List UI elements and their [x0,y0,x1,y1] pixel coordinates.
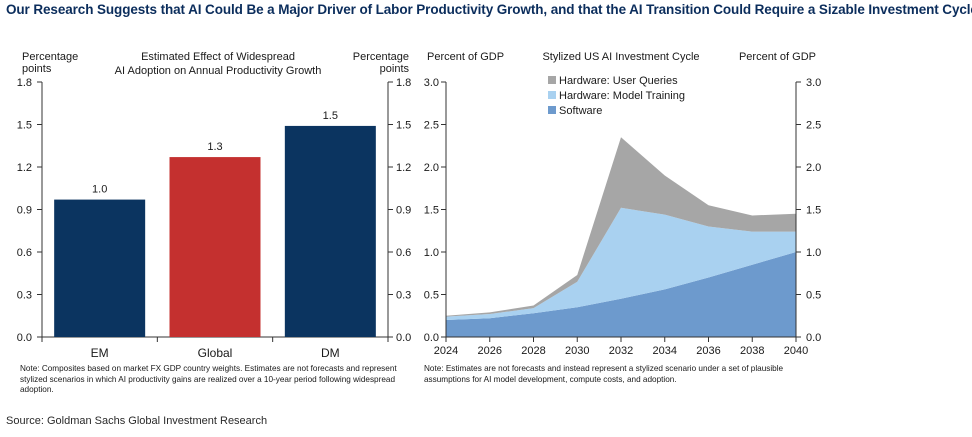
bar-left-axis-title: points [22,63,52,75]
bar-global [169,157,261,337]
bar-left-tick-label: 0.6 [17,247,32,259]
bar-chart-title: Estimated Effect of Widespread [141,51,295,63]
bar-data-label: 1.3 [207,141,222,153]
legend-swatch [548,91,556,99]
bar-right-tick-label: 1.8 [396,77,411,89]
area-left-tick-label: 3.0 [424,77,439,89]
bar-left-tick-label: 1.2 [17,162,32,174]
legend-label: Software [559,105,602,117]
area-right-tick-label: 1.5 [806,205,821,217]
area-left-tick-label: 1.5 [424,205,439,217]
area-right-tick-label: 0.5 [806,290,821,302]
area-chart-title: Stylized US AI Investment Cycle [542,51,699,63]
bar-left-tick-label: 0.3 [17,290,32,302]
area-left-axis-title: Percent of GDP [427,51,504,63]
area-series-software [446,252,796,337]
legend-swatch [548,76,556,84]
area-chart-note: Note: Estimates are not forecasts and in… [424,364,784,384]
bar-left-tick-label: 0.9 [17,205,32,217]
bar-em [54,199,146,337]
area-left-tick-label: 1.0 [424,247,439,259]
bar-category-label: DM [321,346,340,360]
bar-right-tick-label: 1.2 [396,162,411,174]
area-x-tick-label: 2032 [609,345,633,357]
bar-right-axis-title: points [380,63,410,75]
area-x-tick-label: 2028 [521,345,545,357]
source-line: Source: Goldman Sachs Global Investment … [6,415,268,427]
area-left-tick-label: 0.0 [424,332,439,344]
area-x-tick-label: 2026 [478,345,502,357]
area-series-hardware-user-queries [446,137,796,317]
page-headline: Our Research Suggests that AI Could Be a… [6,2,972,17]
area-left-tick-label: 2.5 [424,120,439,132]
bar-right-tick-label: 0.3 [396,290,411,302]
bar-left-tick-label: 0.0 [17,332,32,344]
bar-dm [284,125,376,338]
area-x-tick-label: 2040 [784,345,808,357]
area-x-tick-label: 2034 [653,345,677,357]
bar-chart: 0.0 0.0 0.3 0.3 0.6 0.6 0.9 0.9 1.2 1.2 1.5 1.5 1.8 1… [17,51,412,360]
bar-left-axis-title: Percentage [22,51,78,63]
bar-data-label: 1.5 [323,110,338,122]
bar-left-tick-label: 1.8 [17,77,32,89]
legend-label: Hardware: User Queries [559,75,678,87]
area-right-tick-label: 2.0 [806,162,821,174]
area-left-tick-label: 0.5 [424,290,439,302]
bar-chart-title: AI Adoption on Annual Productivity Growt… [115,65,322,77]
area-right-tick-label: 3.0 [806,77,821,89]
area-right-tick-label: 0.0 [806,332,821,344]
area-right-axis-title: Percent of GDP [739,51,816,63]
area-x-tick-label: 2030 [565,345,589,357]
area-right-tick-label: 2.5 [806,120,821,132]
bar-data-label: 1.0 [92,184,107,196]
legend-swatch [548,106,556,114]
area-x-tick-label: 2038 [740,345,764,357]
bar-right-tick-label: 1.5 [396,120,411,132]
area-x-tick-label: 2036 [696,345,720,357]
bar-left-tick-label: 1.5 [17,120,32,132]
bar-chart-note: Note: Composites based on market FX GDP … [20,364,397,394]
area-x-tick-label: 2024 [434,345,458,357]
bar-category-label: EM [91,346,109,360]
bar-right-tick-label: 0.0 [396,332,411,344]
bar-right-axis-title: Percentage [353,51,409,63]
bar-right-tick-label: 0.9 [396,205,411,217]
area-right-tick-label: 1.0 [806,247,821,259]
area-series-hardware-model-training [446,207,796,320]
bar-category-label: Global [198,346,233,360]
legend-label: Hardware: Model Training [559,90,685,102]
area-chart: 0.0 0.0 0.5 0.5 1.0 1.0 1.5 1.5 2.0 2.0 2.5 2.5 3.0 3… [424,51,822,357]
area-left-tick-label: 2.0 [424,162,439,174]
bar-right-tick-label: 0.6 [396,247,411,259]
